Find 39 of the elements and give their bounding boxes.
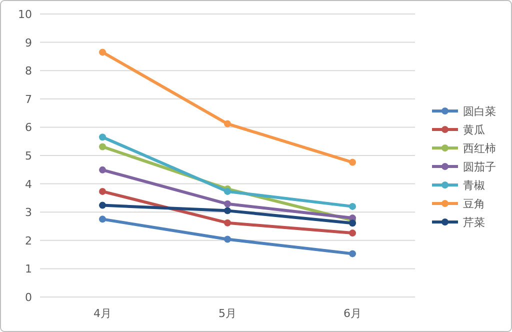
y-tick-label: 5 xyxy=(25,150,32,162)
x-tick-label: 5月 xyxy=(218,307,236,320)
legend-label: 圆白菜 xyxy=(463,105,496,118)
y-tick-label: 3 xyxy=(25,206,32,220)
legend-label: 黄瓜 xyxy=(463,124,485,136)
legend-label: 青椒 xyxy=(463,179,485,192)
y-tick-label: 1 xyxy=(25,262,32,276)
point xyxy=(99,48,106,56)
y-tick-label: 4 xyxy=(25,178,32,191)
legend-label: 豆角 xyxy=(463,198,485,210)
y-tick-label: 6 xyxy=(25,121,32,134)
y-tick-label: 8 xyxy=(25,64,32,78)
y-tick-label: 10 xyxy=(18,8,32,21)
x-tick-label: 6月 xyxy=(344,307,362,320)
point xyxy=(99,134,106,141)
point xyxy=(99,202,106,209)
y-tick-label: 0 xyxy=(25,291,32,304)
point xyxy=(224,219,231,226)
legend-label: 圆茄子 xyxy=(463,160,496,174)
point xyxy=(349,158,356,166)
point xyxy=(349,202,356,210)
y-tick-label: 9 xyxy=(25,36,32,50)
point xyxy=(224,200,231,208)
point xyxy=(224,120,231,128)
point xyxy=(224,236,231,243)
point xyxy=(99,143,106,150)
x-tick-label: 4月 xyxy=(94,307,112,320)
point xyxy=(224,207,231,214)
point xyxy=(99,188,106,195)
point xyxy=(99,166,106,174)
point xyxy=(224,188,231,195)
y-tick-label: 2 xyxy=(25,234,32,248)
point xyxy=(349,220,356,227)
point xyxy=(99,216,106,223)
legend-label: 西红柿 xyxy=(463,142,496,155)
point xyxy=(349,230,356,237)
legend-label: 芹菜 xyxy=(463,216,485,229)
point xyxy=(349,250,356,258)
y-tick-label: 7 xyxy=(25,92,32,106)
